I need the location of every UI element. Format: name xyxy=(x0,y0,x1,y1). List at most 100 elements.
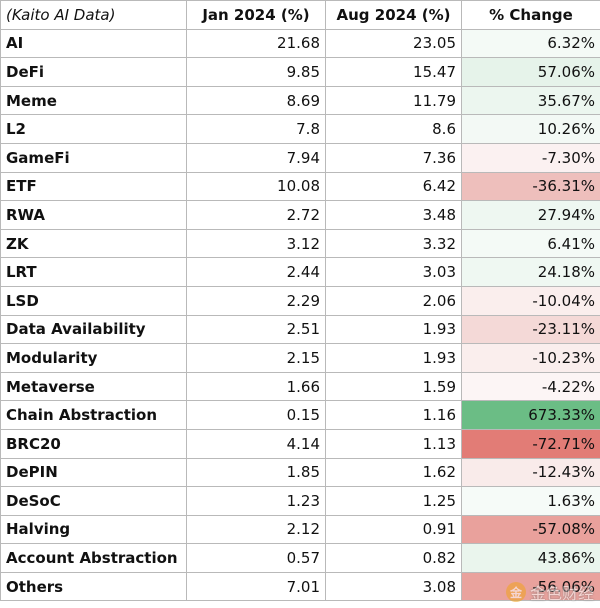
row-jan-cell: 2.29 xyxy=(186,285,326,316)
row-aug-cell: 0.82 xyxy=(325,543,462,573)
row-jan-cell: 2.51 xyxy=(186,314,326,345)
row-name-cell: DePIN xyxy=(0,457,187,488)
row-aug-cell: 3.08 xyxy=(325,571,462,602)
row-aug-cell: 3.48 xyxy=(325,200,462,230)
table-row: Others 7.01 3.08 -56.06% xyxy=(0,571,600,602)
row-jan-cell: 21.68 xyxy=(186,28,326,59)
row-aug-cell: 3.32 xyxy=(325,228,462,259)
table-row: Account Abstraction 0.57 0.82 43.86% xyxy=(0,543,600,573)
row-name-cell: Metaverse xyxy=(0,371,187,402)
row-name-cell: ZK xyxy=(0,228,187,259)
row-aug-cell: 8.6 xyxy=(325,114,462,144)
row-jan-cell: 10.08 xyxy=(186,171,326,202)
row-name-cell: Data Availability xyxy=(0,314,187,345)
table-row: LSD 2.29 2.06 -10.04% xyxy=(0,285,600,316)
row-change-cell: -10.23% xyxy=(461,343,600,373)
row-name-cell: ETF xyxy=(0,171,187,202)
header-row: (Kaito AI Data) Jan 2024 (%) Aug 2024 (%… xyxy=(0,0,600,30)
row-jan-cell: 0.15 xyxy=(186,400,326,430)
header-aug: Aug 2024 (%) xyxy=(325,0,462,30)
table-row: L2 7.8 8.6 10.26% xyxy=(0,114,600,144)
table-row: Meme 8.69 11.79 35.67% xyxy=(0,85,600,116)
row-change-cell: -7.30% xyxy=(461,142,600,173)
row-aug-cell: 11.79 xyxy=(325,85,462,116)
row-jan-cell: 2.44 xyxy=(186,257,326,287)
header-source: (Kaito AI Data) xyxy=(0,0,187,30)
row-change-cell: -72.71% xyxy=(461,428,600,459)
row-jan-cell: 1.85 xyxy=(186,457,326,488)
table-row: ZK 3.12 3.32 6.41% xyxy=(0,228,600,259)
row-name-cell: RWA xyxy=(0,200,187,230)
row-change-cell: -23.11% xyxy=(461,314,600,345)
row-jan-cell: 3.12 xyxy=(186,228,326,259)
table-row: DePIN 1.85 1.62 -12.43% xyxy=(0,457,600,488)
row-name-cell: Others xyxy=(0,571,187,602)
row-name-cell: Meme xyxy=(0,85,187,116)
row-change-cell: 27.94% xyxy=(461,200,600,230)
row-aug-cell: 1.62 xyxy=(325,457,462,488)
table-row: LRT 2.44 3.03 24.18% xyxy=(0,257,600,287)
row-jan-cell: 2.15 xyxy=(186,343,326,373)
row-aug-cell: 0.91 xyxy=(325,514,462,545)
header-jan: Jan 2024 (%) xyxy=(186,0,326,30)
row-change-cell: 24.18% xyxy=(461,257,600,287)
row-change-cell: 673.33% xyxy=(461,400,600,430)
table-row: Halving 2.12 0.91 -57.08% xyxy=(0,514,600,545)
row-jan-cell: 8.69 xyxy=(186,85,326,116)
row-change-cell: 57.06% xyxy=(461,57,600,87)
row-change-cell: 1.63% xyxy=(461,486,600,516)
row-aug-cell: 7.36 xyxy=(325,142,462,173)
row-change-cell: 6.32% xyxy=(461,28,600,59)
row-change-cell: -56.06% xyxy=(461,571,600,602)
row-change-cell: 10.26% xyxy=(461,114,600,144)
row-jan-cell: 4.14 xyxy=(186,428,326,459)
row-jan-cell: 0.57 xyxy=(186,543,326,573)
row-aug-cell: 1.13 xyxy=(325,428,462,459)
row-change-cell: -12.43% xyxy=(461,457,600,488)
row-jan-cell: 7.8 xyxy=(186,114,326,144)
row-change-cell: 43.86% xyxy=(461,543,600,573)
row-aug-cell: 1.59 xyxy=(325,371,462,402)
row-jan-cell: 9.85 xyxy=(186,57,326,87)
row-change-cell: -10.04% xyxy=(461,285,600,316)
table-row: DeSoC 1.23 1.25 1.63% xyxy=(0,486,600,516)
row-name-cell: AI xyxy=(0,28,187,59)
row-aug-cell: 2.06 xyxy=(325,285,462,316)
table-row: ETF 10.08 6.42 -36.31% xyxy=(0,171,600,202)
row-aug-cell: 23.05 xyxy=(325,28,462,59)
row-name-cell: LRT xyxy=(0,257,187,287)
row-jan-cell: 7.01 xyxy=(186,571,326,602)
row-aug-cell: 1.93 xyxy=(325,343,462,373)
table-row: GameFi 7.94 7.36 -7.30% xyxy=(0,142,600,173)
header-change: % Change xyxy=(461,0,600,30)
row-name-cell: DeFi xyxy=(0,57,187,87)
row-name-cell: Account Abstraction xyxy=(0,543,187,573)
row-aug-cell: 3.03 xyxy=(325,257,462,287)
table-row: AI 21.68 23.05 6.32% xyxy=(0,28,600,59)
row-change-cell: -57.08% xyxy=(461,514,600,545)
table-row: RWA 2.72 3.48 27.94% xyxy=(0,200,600,230)
table-row: Data Availability 2.51 1.93 -23.11% xyxy=(0,314,600,345)
row-aug-cell: 15.47 xyxy=(325,57,462,87)
row-change-cell: 6.41% xyxy=(461,228,600,259)
row-change-cell: -4.22% xyxy=(461,371,600,402)
row-name-cell: GameFi xyxy=(0,142,187,173)
row-jan-cell: 7.94 xyxy=(186,142,326,173)
row-aug-cell: 1.16 xyxy=(325,400,462,430)
row-name-cell: LSD xyxy=(0,285,187,316)
table-row: Metaverse 1.66 1.59 -4.22% xyxy=(0,371,600,402)
row-name-cell: DeSoC xyxy=(0,486,187,516)
row-aug-cell: 1.93 xyxy=(325,314,462,345)
table-row: Modularity 2.15 1.93 -10.23% xyxy=(0,343,600,373)
table-row: BRC20 4.14 1.13 -72.71% xyxy=(0,428,600,459)
row-jan-cell: 1.23 xyxy=(186,486,326,516)
row-aug-cell: 6.42 xyxy=(325,171,462,202)
row-name-cell: BRC20 xyxy=(0,428,187,459)
row-name-cell: L2 xyxy=(0,114,187,144)
row-change-cell: -36.31% xyxy=(461,171,600,202)
row-name-cell: Chain Abstraction xyxy=(0,400,187,430)
row-name-cell: Halving xyxy=(0,514,187,545)
table-row: DeFi 9.85 15.47 57.06% xyxy=(0,57,600,87)
row-name-cell: Modularity xyxy=(0,343,187,373)
